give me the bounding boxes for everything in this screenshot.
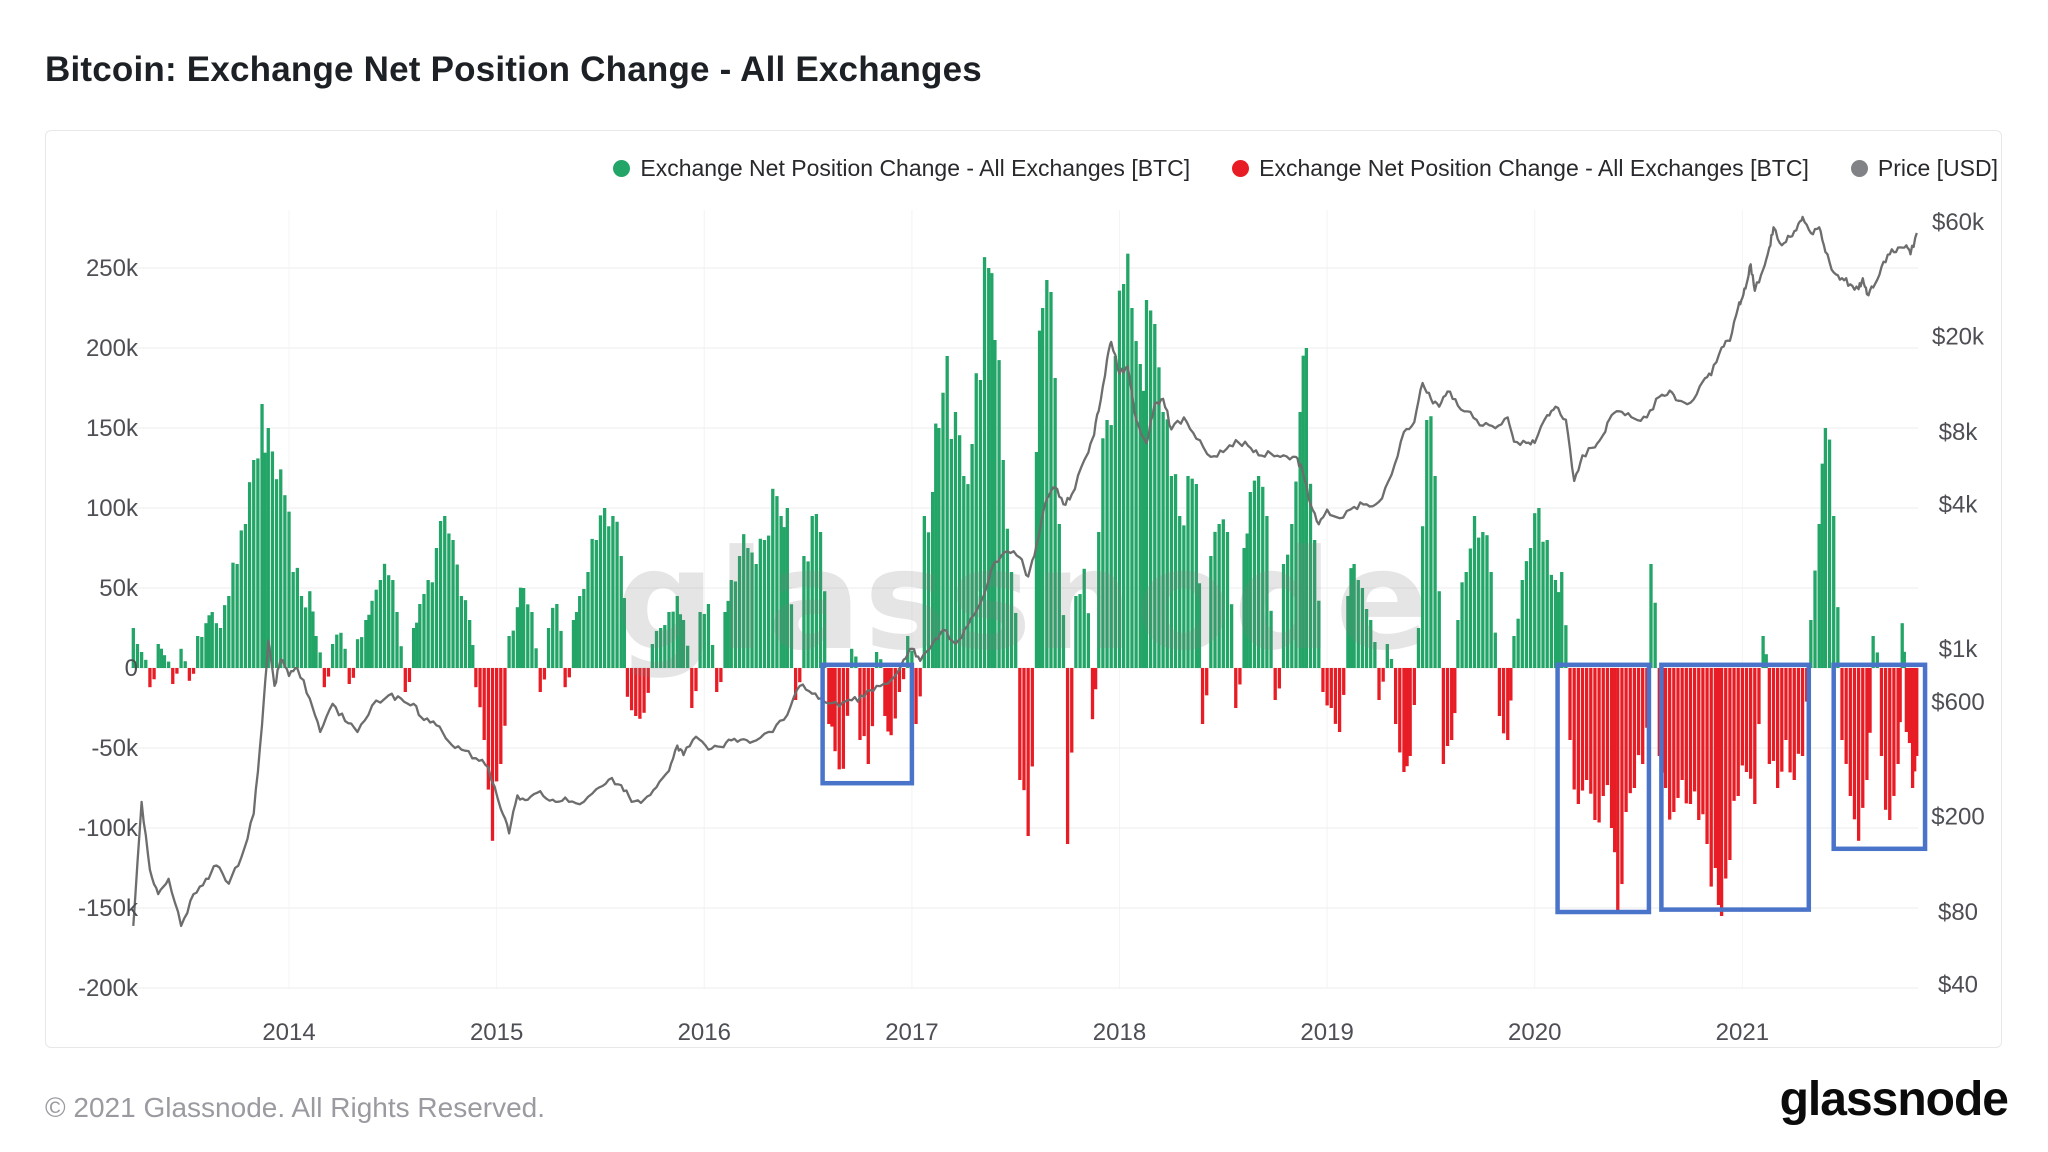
left-axis-tick: 100k: [86, 495, 139, 522]
x-axis-tick: 2019: [1300, 1019, 1353, 1046]
legend-item-1[interactable]: Exchange Net Position Change - All Excha…: [1232, 155, 1809, 182]
legend-item-2[interactable]: Price [USD]: [1850, 155, 1998, 182]
right-axis-tick: $200: [1931, 804, 1984, 831]
highlight-box: [1831, 662, 1928, 852]
page-title: Bitcoin: Exchange Net Position Change - …: [45, 50, 982, 89]
right-axis-tick: $1k: [1939, 636, 1979, 663]
glassnode-logo[interactable]: glassnode: [1779, 1073, 2009, 1126]
highlight-box: [1659, 662, 1812, 912]
right-axis-tick: $40: [1938, 971, 1978, 998]
legend-label: Price [USD]: [1877, 155, 1998, 181]
legend-marker-icon: [613, 160, 631, 177]
axis-labels: 250k 200k 150k 100k 50k 0 -50k -100k -150k -200k $…: [78, 209, 1985, 1046]
x-axis-tick: 2014: [262, 1019, 315, 1046]
x-axis-tick: 2020: [1508, 1019, 1561, 1046]
x-axis-tick: 2017: [885, 1019, 938, 1046]
left-axis-tick: -50k: [91, 735, 139, 762]
x-axis-tick: 2015: [470, 1019, 523, 1046]
legend-marker-icon: [1850, 160, 1868, 177]
right-axis-tick: $600: [1931, 689, 1984, 716]
chart-legend: Exchange Net Position Change - All Excha…: [613, 155, 1998, 182]
x-axis-tick: 2016: [678, 1019, 731, 1046]
left-axis-tick: -200k: [78, 975, 139, 1002]
legend-marker-icon: [1232, 160, 1250, 177]
right-axis-tick: $80: [1938, 899, 1978, 926]
highlight-box: [1555, 662, 1652, 915]
highlight-box: [820, 662, 915, 786]
left-axis-tick: 150k: [86, 415, 139, 442]
left-axis-tick: -150k: [78, 895, 139, 922]
netflow-bars: [131, 253, 1919, 916]
x-axis-tick: 2021: [1716, 1019, 1769, 1046]
left-axis-tick: 200k: [86, 335, 139, 362]
left-axis-tick: 0: [125, 655, 138, 682]
right-axis-tick: $4k: [1939, 491, 1979, 518]
watermark: glassnode: [616, 520, 1432, 681]
left-axis-tick: -100k: [78, 815, 139, 842]
right-axis-tick: $8k: [1939, 419, 1979, 446]
legend-label: Exchange Net Position Change - All Excha…: [640, 155, 1191, 181]
right-axis-tick: $20k: [1932, 324, 1985, 351]
legend-label: Exchange Net Position Change - All Excha…: [1259, 155, 1809, 181]
left-axis-tick: 250k: [86, 255, 139, 282]
footer-copyright: © 2021 Glassnode. All Rights Reserved.: [45, 1092, 546, 1123]
x-axis-tick: 2018: [1093, 1019, 1146, 1046]
chart-card: [45, 130, 2002, 1048]
annotation-boxes: [820, 662, 1928, 915]
legend-item-0[interactable]: Exchange Net Position Change - All Excha…: [613, 155, 1190, 182]
price-line: [132, 215, 1918, 928]
left-axis-tick: 50k: [99, 575, 139, 602]
right-axis-tick: $60k: [1932, 209, 1985, 236]
